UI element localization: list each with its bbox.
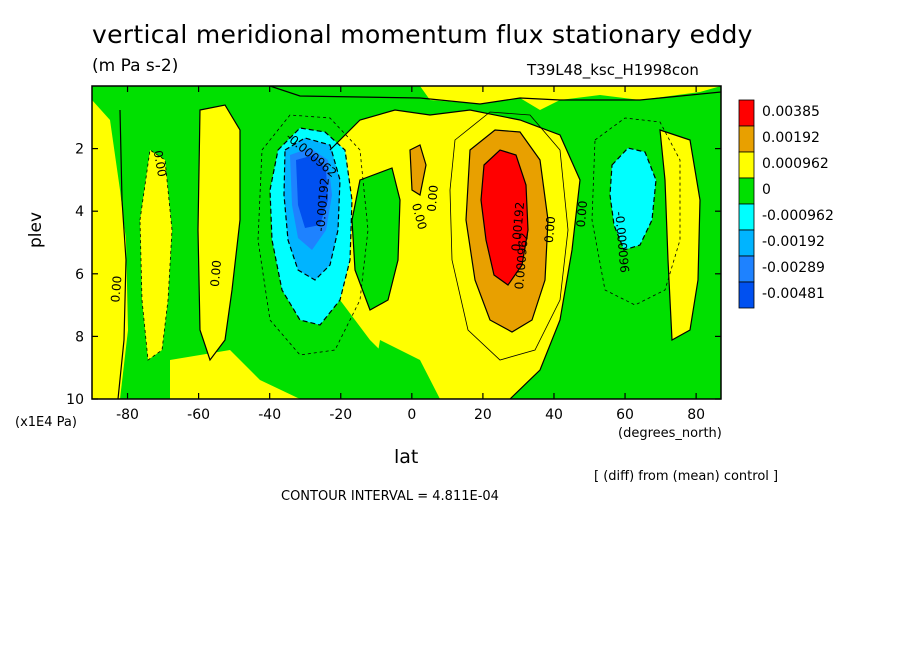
x-tick-label: 80 bbox=[687, 407, 705, 423]
contour-label: -0.00192 bbox=[313, 177, 332, 232]
plot-frame bbox=[91, 85, 722, 400]
contour-label: 0.00 bbox=[208, 260, 224, 288]
field-layer bbox=[92, 86, 721, 399]
y-tick-labels: 2 4 6 8 10 bbox=[66, 142, 84, 408]
x-tick-label: -20 bbox=[329, 407, 352, 423]
contour-label: 0.000962 bbox=[512, 232, 531, 290]
y-tick-label: 8 bbox=[75, 329, 84, 345]
x-tick-label: -80 bbox=[116, 407, 139, 423]
legend-label: -0.00192 bbox=[762, 234, 825, 250]
contour-label: 0.00 bbox=[409, 202, 429, 231]
y-tick-label: 2 bbox=[75, 142, 84, 158]
contour-line bbox=[269, 86, 721, 105]
region-top-positive-band bbox=[270, 86, 721, 110]
contour-line bbox=[409, 144, 427, 196]
contour-line bbox=[591, 117, 681, 306]
contour-interval: CONTOUR INTERVAL = 4.811E-04 bbox=[281, 489, 499, 504]
x-tick-label: -60 bbox=[187, 407, 210, 423]
contour-label: 0.00 bbox=[574, 200, 590, 228]
legend-label: -0.00481 bbox=[762, 286, 825, 302]
contour-line bbox=[283, 137, 341, 281]
x-tick-label: 20 bbox=[474, 407, 492, 423]
y-tick-label: 4 bbox=[75, 204, 84, 220]
chart-title: vertical meridional momentum flux statio… bbox=[92, 20, 753, 49]
region-equatorial-negative bbox=[352, 168, 400, 310]
x-axis-label: lat bbox=[394, 446, 419, 468]
axis-ticks bbox=[92, 86, 721, 400]
contour-line bbox=[269, 127, 353, 326]
legend-swatch bbox=[738, 229, 755, 257]
y-axis-label: plev bbox=[26, 211, 46, 248]
contour-line bbox=[480, 149, 529, 286]
contour-line bbox=[465, 129, 549, 333]
legend-swatch bbox=[738, 125, 755, 153]
region-sh-darkblue-cell bbox=[296, 155, 328, 228]
region-nh-highlat-positive bbox=[660, 130, 700, 340]
region-bottom-negative bbox=[370, 340, 440, 399]
contour-line bbox=[197, 104, 241, 362]
diff-note: [ (diff) from (mean) control ] bbox=[594, 469, 779, 484]
y-axis-unit: (x1E4 Pa) bbox=[15, 415, 77, 430]
region-bottom-left-positive bbox=[170, 350, 300, 399]
legend-swatch bbox=[738, 203, 755, 231]
contour-label: 0.00192 bbox=[509, 201, 527, 252]
contour-label: 0.00 bbox=[542, 216, 558, 244]
region-left-positive-strip bbox=[92, 100, 128, 399]
contour-line bbox=[329, 109, 581, 399]
contour-label: -0.000096 bbox=[612, 211, 631, 274]
x-tick-label: 0 bbox=[407, 407, 416, 423]
legend-swatch bbox=[738, 281, 755, 309]
legend-swatch bbox=[738, 151, 755, 179]
legend-swatch bbox=[738, 99, 755, 127]
region-nh-cyan-cell bbox=[610, 148, 656, 250]
x-tick-labels: -80 -60 -40 -20 0 20 40 60 80 bbox=[116, 407, 705, 423]
x-tick-label: -40 bbox=[258, 407, 281, 423]
legend-label: -0.00289 bbox=[762, 260, 825, 276]
contour-label: 0.00 bbox=[108, 275, 124, 303]
contour-lines bbox=[117, 86, 721, 399]
contour-line bbox=[659, 129, 701, 341]
legend-swatch bbox=[738, 255, 755, 283]
x-axis-unit: (degrees_north) bbox=[618, 426, 722, 441]
region-nh-red-cell bbox=[481, 150, 528, 285]
color-legend: 0.00385 0.00192 0.000962 0 -0.000962 -0.00192… bbox=[738, 99, 834, 309]
contour-line bbox=[139, 149, 173, 361]
contour-line bbox=[351, 167, 401, 311]
y-tick-label: 6 bbox=[75, 267, 84, 283]
legend-label: 0.00385 bbox=[762, 104, 820, 120]
x-tick-label: 40 bbox=[545, 407, 563, 423]
legend-swatch bbox=[738, 177, 755, 205]
contour-line bbox=[609, 147, 657, 251]
legend-label: 0.000962 bbox=[762, 156, 829, 172]
x-tick-label: 60 bbox=[616, 407, 634, 423]
y-tick-label: 10 bbox=[66, 392, 84, 408]
chart-units: (m Pa s-2) bbox=[92, 56, 179, 76]
contour-line bbox=[449, 111, 569, 361]
region-southmid-positive bbox=[198, 105, 240, 360]
region-west-positive-strip bbox=[140, 150, 172, 360]
contour-label: 0.00 bbox=[151, 149, 169, 178]
legend-label: -0.000962 bbox=[762, 208, 834, 224]
contour-label: 0.00 bbox=[425, 184, 441, 212]
legend-label: 0 bbox=[762, 182, 771, 198]
contour-line bbox=[117, 109, 127, 399]
legend-label: 0.00192 bbox=[762, 130, 820, 146]
run-label: T39L48_ksc_H1998con bbox=[527, 61, 699, 79]
